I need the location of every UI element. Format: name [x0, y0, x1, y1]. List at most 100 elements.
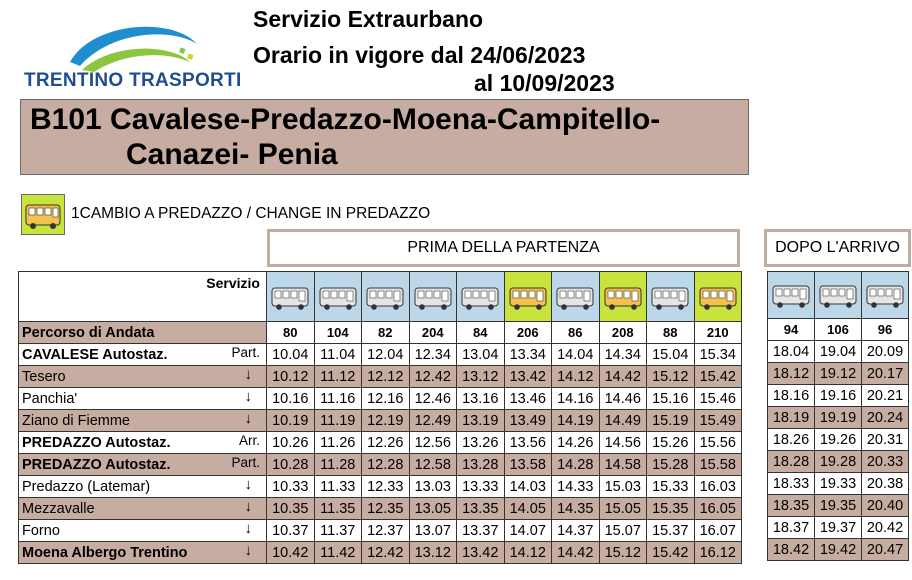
- validity-to: al 10/09/2023: [474, 70, 615, 96]
- bus-icon: [866, 285, 904, 308]
- departure-time: 14.42: [551, 541, 600, 564]
- arrival-time: 20.17: [861, 362, 909, 385]
- bus-icon: [271, 287, 309, 310]
- run-number: 204: [408, 321, 457, 344]
- bus-icon: [772, 285, 810, 308]
- departure-time: 16.12: [693, 541, 742, 564]
- bus-icon: [366, 287, 404, 310]
- down-arrow-icon: ↓: [244, 388, 253, 406]
- arrival-time: 20.09: [861, 340, 909, 363]
- departure-time: 15.33: [646, 475, 695, 498]
- arrival-time: 20.42: [861, 516, 909, 539]
- stop-mark: Arr.: [238, 433, 260, 448]
- departure-time: 14.34: [598, 343, 647, 366]
- route-title-line1: B101 Cavalese-Predazzo-Moena-Campitello-: [30, 103, 661, 136]
- timetable-main: Servizio Pe: [18, 271, 742, 564]
- departure-time: 15.35: [646, 497, 695, 520]
- stop-row: 18.16 19.16 20.21: [767, 384, 909, 407]
- bus-icon: [313, 271, 362, 322]
- run-number: 80: [266, 321, 315, 344]
- departure-time: 13.35: [456, 497, 505, 520]
- arrival-time: 19.04: [814, 340, 862, 363]
- run-number: 210: [693, 321, 742, 344]
- departure-time: 11.37: [313, 519, 362, 542]
- departure-time: 15.28: [646, 453, 695, 476]
- departure-time: 15.04: [646, 343, 695, 366]
- departure-time: 15.05: [598, 497, 647, 520]
- bus-icon: [461, 287, 499, 310]
- departure-time: 14.26: [551, 431, 600, 454]
- stop-name: Tesero: [22, 369, 66, 385]
- bus-icon: [814, 271, 862, 319]
- bus-icon: [861, 271, 909, 319]
- departure-time: 10.26: [266, 431, 315, 454]
- stop-name-cell: Moena Albergo Trentino ↓: [18, 541, 267, 564]
- stop-row: 18.19 19.19 20.24: [767, 406, 909, 429]
- run-number: 106: [814, 318, 862, 341]
- departure-time: 14.33: [551, 475, 600, 498]
- departure-time: 12.34: [408, 343, 457, 366]
- arrival-time: 19.12: [814, 362, 862, 385]
- departure-time: 15.19: [646, 409, 695, 432]
- stop-row: 18.12 19.12 20.17: [767, 362, 909, 385]
- bus-icon: [651, 287, 689, 310]
- departure-time: 15.42: [693, 365, 742, 388]
- departure-time: 15.12: [598, 541, 647, 564]
- departure-time: 13.49: [503, 409, 552, 432]
- departure-time: 12.04: [361, 343, 410, 366]
- bus-icon: [767, 271, 815, 319]
- departure-time: 13.42: [456, 541, 505, 564]
- arrival-time: 19.42: [814, 538, 862, 561]
- run-number: 208: [598, 321, 647, 344]
- stop-mark: Part.: [231, 455, 260, 470]
- run-number: 88: [646, 321, 695, 344]
- arrival-time: 18.04: [767, 340, 815, 363]
- stop-row: PREDAZZO Autostaz. Arr. 10.26 11.26 12.26 12.…: [18, 431, 742, 454]
- departure-time: 12.12: [361, 365, 410, 388]
- departure-time: 13.12: [408, 541, 457, 564]
- trentino-trasporti-logo: [70, 26, 197, 72]
- departure-time: 15.03: [598, 475, 647, 498]
- departure-time: 10.16: [266, 387, 315, 410]
- departure-time: 13.03: [408, 475, 457, 498]
- down-arrow-icon: ↓: [244, 410, 253, 428]
- arrival-time: 19.33: [814, 472, 862, 495]
- departure-time: 11.12: [313, 365, 362, 388]
- servizio-label: Servizio: [18, 271, 267, 322]
- stop-row: 18.26 19.26 20.31: [767, 428, 909, 451]
- down-arrow-icon: ↓: [244, 520, 253, 538]
- departure-time: 13.33: [456, 475, 505, 498]
- departure-time: 11.26: [313, 431, 362, 454]
- stop-name: Moena Albergo Trentino: [22, 545, 188, 561]
- departure-time: 14.37: [551, 519, 600, 542]
- departure-time: 14.03: [503, 475, 552, 498]
- departure-time: 12.26: [361, 431, 410, 454]
- departure-time: 15.16: [646, 387, 695, 410]
- bus-change-icon: [509, 287, 547, 310]
- departure-time: 10.28: [266, 453, 315, 476]
- stop-name: PREDAZZO Autostaz.: [22, 457, 171, 473]
- departure-time: 12.33: [361, 475, 410, 498]
- route-title-box: [20, 99, 749, 175]
- stop-row: Ziano di Fiemme ↓ 10.19 11.19 12.19 12.49 13.1…: [18, 409, 742, 432]
- departure-time: 15.34: [693, 343, 742, 366]
- run-number: 104: [313, 321, 362, 344]
- bus-icon-row: Servizio: [18, 271, 742, 322]
- stop-name: Mezzavalle: [22, 501, 95, 517]
- departure-time: 11.19: [313, 409, 362, 432]
- arrival-time: 20.38: [861, 472, 909, 495]
- stop-name-cell: CAVALESE Autostaz. Part.: [18, 343, 267, 366]
- departure-time: 14.12: [551, 365, 600, 388]
- validity-from: Orario in vigore dal 24/06/2023: [253, 42, 586, 68]
- departure-time: 10.42: [266, 541, 315, 564]
- bus-icon: [266, 271, 315, 322]
- departure-time: 14.12: [503, 541, 552, 564]
- departure-time: 10.19: [266, 409, 315, 432]
- stop-row: 18.37 19.37 20.42: [767, 516, 909, 539]
- departure-time: 11.42: [313, 541, 362, 564]
- run-number: 206: [503, 321, 552, 344]
- departure-time: 12.19: [361, 409, 410, 432]
- bus-icon: [819, 285, 857, 308]
- departure-time: 14.46: [598, 387, 647, 410]
- arrival-time: 19.26: [814, 428, 862, 451]
